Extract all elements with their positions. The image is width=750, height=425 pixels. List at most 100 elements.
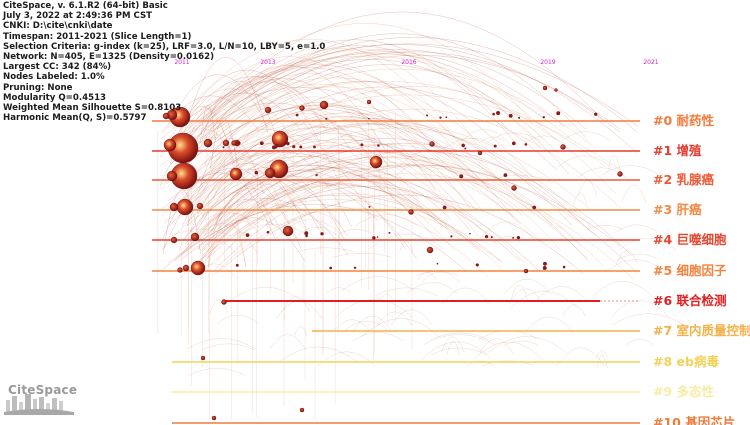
citation-node[interactable]: [503, 173, 508, 177]
citation-node[interactable]: [166, 170, 178, 182]
citation-node[interactable]: [286, 141, 290, 146]
citation-node[interactable]: [353, 266, 357, 270]
citation-node[interactable]: [556, 111, 561, 116]
citation-node[interactable]: [490, 235, 493, 239]
cluster-label[interactable]: #7 室内质量控制: [653, 323, 750, 338]
citation-node[interactable]: [511, 185, 517, 191]
citation-node[interactable]: [542, 265, 547, 270]
citation-node[interactable]: [222, 146, 225, 149]
cluster-label[interactable]: #5 细胞因子: [653, 263, 727, 278]
citation-node[interactable]: [450, 235, 453, 238]
citation-node[interactable]: [554, 88, 558, 92]
citation-node[interactable]: [377, 144, 380, 147]
citation-node[interactable]: [190, 260, 206, 276]
citation-node[interactable]: [518, 116, 521, 119]
citation-node[interactable]: [229, 167, 243, 181]
citation-node[interactable]: [190, 232, 200, 242]
citation-node[interactable]: [524, 143, 528, 146]
citation-node[interactable]: [426, 114, 429, 117]
citation-node[interactable]: [259, 141, 264, 146]
cluster-label[interactable]: #4 巨噬细胞: [653, 232, 727, 247]
citation-node[interactable]: [221, 299, 227, 305]
citation-node[interactable]: [426, 246, 434, 254]
citation-node[interactable]: [532, 205, 537, 210]
citation-node[interactable]: [492, 112, 495, 116]
citation-node[interactable]: [264, 167, 276, 179]
citation-node[interactable]: [195, 147, 198, 150]
citation-node[interactable]: [436, 262, 439, 265]
citation-node[interactable]: [329, 266, 333, 270]
citation-node[interactable]: [484, 235, 489, 239]
citation-node[interactable]: [236, 141, 241, 146]
citation-node[interactable]: [169, 202, 179, 212]
citation-node[interactable]: [211, 415, 217, 421]
citation-node[interactable]: [254, 170, 259, 175]
citation-node[interactable]: [542, 85, 548, 91]
citation-node[interactable]: [325, 117, 328, 120]
citation-node[interactable]: [299, 145, 303, 149]
citation-node[interactable]: [594, 112, 598, 116]
citation-node[interactable]: [496, 111, 501, 115]
citation-node[interactable]: [429, 141, 435, 147]
citation-node[interactable]: [292, 145, 296, 149]
citation-node[interactable]: [305, 234, 308, 238]
cluster-label[interactable]: #6 联合检测: [653, 293, 727, 308]
cluster-label[interactable]: #0 耐药性: [653, 113, 715, 128]
citation-node[interactable]: [542, 116, 545, 119]
citation-node[interactable]: [299, 105, 305, 111]
citation-node[interactable]: [266, 230, 270, 234]
citation-node[interactable]: [477, 150, 483, 156]
citation-node[interactable]: [271, 130, 289, 148]
citation-node[interactable]: [508, 113, 513, 118]
citation-node[interactable]: [442, 205, 447, 210]
citation-node[interactable]: [170, 236, 178, 244]
citation-node[interactable]: [376, 236, 379, 238]
citation-node[interactable]: [369, 155, 383, 169]
citation-node[interactable]: [475, 263, 479, 267]
citation-node[interactable]: [439, 116, 442, 119]
citation-node[interactable]: [512, 236, 515, 239]
citation-node[interactable]: [177, 267, 183, 273]
citation-node[interactable]: [275, 143, 279, 148]
citation-node[interactable]: [464, 147, 467, 150]
citation-node[interactable]: [445, 116, 448, 119]
citation-node[interactable]: [562, 265, 566, 269]
cluster-label[interactable]: #10 基因芯片: [653, 415, 735, 425]
citation-node[interactable]: [196, 202, 204, 210]
citation-node[interactable]: [313, 145, 316, 149]
cluster-label[interactable]: #1 增殖: [653, 143, 702, 158]
citation-node[interactable]: [366, 99, 372, 105]
citation-node[interactable]: [461, 143, 465, 148]
citation-node[interactable]: [231, 140, 237, 146]
citation-node[interactable]: [516, 235, 521, 240]
cluster-label[interactable]: #8 eb病毒: [653, 354, 719, 369]
citation-node[interactable]: [282, 225, 294, 237]
citation-node[interactable]: [560, 144, 566, 150]
citation-node[interactable]: [459, 174, 464, 179]
citation-node[interactable]: [320, 232, 324, 236]
citation-node[interactable]: [304, 231, 309, 236]
citation-node[interactable]: [235, 263, 239, 267]
citation-node[interactable]: [245, 233, 250, 237]
citation-node[interactable]: [617, 171, 623, 177]
citation-node[interactable]: [319, 100, 329, 110]
citation-node[interactable]: [523, 268, 529, 274]
citation-node[interactable]: [200, 355, 206, 361]
citation-node[interactable]: [203, 138, 213, 148]
citation-node[interactable]: [372, 236, 376, 240]
citation-node[interactable]: [163, 138, 177, 152]
citation-node[interactable]: [511, 141, 516, 146]
cluster-label[interactable]: #9 多态性: [653, 384, 715, 399]
citation-node[interactable]: [360, 143, 364, 147]
citation-node[interactable]: [182, 264, 190, 272]
citation-node[interactable]: [315, 174, 318, 177]
cluster-label[interactable]: #2 乳腺癌: [653, 172, 715, 187]
citation-node[interactable]: [388, 231, 391, 234]
citation-node[interactable]: [469, 232, 471, 235]
citation-node[interactable]: [408, 209, 414, 215]
citation-node[interactable]: [222, 139, 230, 147]
citation-node[interactable]: [299, 407, 305, 413]
citation-node[interactable]: [543, 261, 547, 266]
citation-node[interactable]: [264, 106, 272, 114]
citation-node[interactable]: [493, 144, 497, 148]
